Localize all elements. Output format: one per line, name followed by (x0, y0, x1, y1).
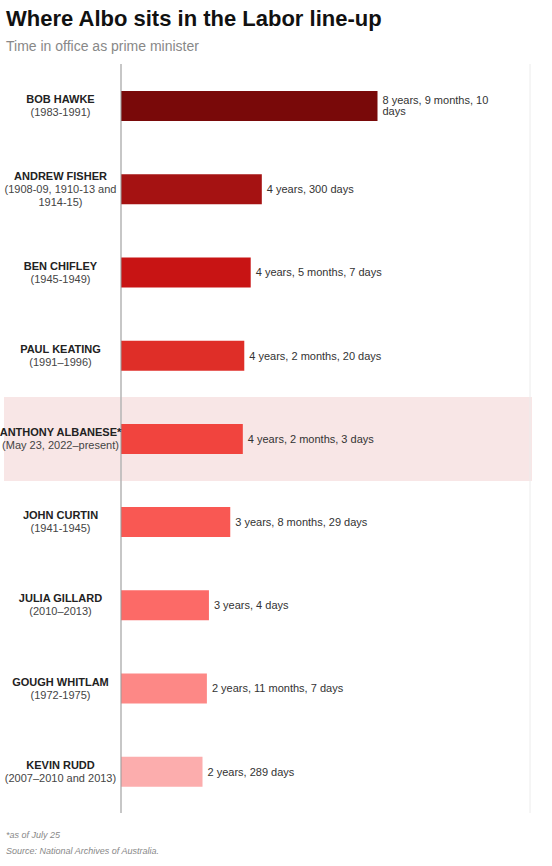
svg-text:BEN CHIFLEY: BEN CHIFLEY (24, 260, 98, 272)
svg-text:4 years, 2 months, 3 days: 4 years, 2 months, 3 days (248, 433, 374, 445)
svg-text:1914-15): 1914-15) (38, 196, 82, 208)
html-text:Where Albo sits in the Labor l: Where Albo sits in the Labor line-up (6, 6, 382, 31)
svg-text:(2007–2010 and 2013): (2007–2010 and 2013) (5, 772, 116, 784)
svg-text:4 years, 2 months, 20 days: 4 years, 2 months, 20 days (249, 350, 382, 362)
html-text:Source: National Archives of A: Source: National Archives of Australia. (6, 846, 159, 856)
svg-text:(1991–1996): (1991–1996) (29, 356, 91, 368)
svg-text:JULIA GILLARD: JULIA GILLARD (19, 592, 102, 604)
html-text:Time in office as prime minist: Time in office as prime minister (6, 38, 199, 54)
svg-text:ANTHONY ALBANESE*: ANTHONY ALBANESE* (0, 426, 122, 438)
svg-text:2 years, 289 days: 2 years, 289 days (208, 766, 295, 778)
svg-text:(1941-1945): (1941-1945) (31, 522, 91, 534)
html-text:*as of July 25: *as of July 25 (6, 830, 60, 840)
svg-text:(2010–2013): (2010–2013) (29, 605, 91, 617)
svg-text:JOHN CURTIN: JOHN CURTIN (23, 509, 98, 521)
svg-text:4 years, 300 days: 4 years, 300 days (267, 183, 354, 195)
svg-text:2 years, 11 months, 7 days: 2 years, 11 months, 7 days (212, 682, 344, 694)
svg-text:(May 23, 2022–present): (May 23, 2022–present) (2, 439, 119, 451)
svg-text:3 years, 8 months, 29 days: 3 years, 8 months, 29 days (235, 516, 368, 528)
svg-text:4 years, 5 months, 7 days: 4 years, 5 months, 7 days (256, 266, 382, 278)
svg-text:8 years, 9 months, 10days: 8 years, 9 months, 10days (383, 94, 489, 117)
svg-text:ANDREW FISHER: ANDREW FISHER (14, 170, 107, 182)
svg-text:3 years, 4 days: 3 years, 4 days (214, 599, 289, 611)
svg-text:(1945-1949): (1945-1949) (31, 273, 91, 285)
svg-text:PAUL KEATING: PAUL KEATING (20, 343, 101, 355)
svg-text:KEVIN RUDD: KEVIN RUDD (26, 759, 95, 771)
svg-text:GOUGH WHITLAM: GOUGH WHITLAM (12, 676, 109, 688)
svg-text:(1972-1975): (1972-1975) (31, 689, 91, 701)
svg-text:(1908-09, 1910-13 and: (1908-09, 1910-13 and (5, 183, 117, 195)
svg-text:BOB HAWKE: BOB HAWKE (26, 93, 94, 105)
svg-text:(1983-1991): (1983-1991) (31, 106, 91, 118)
